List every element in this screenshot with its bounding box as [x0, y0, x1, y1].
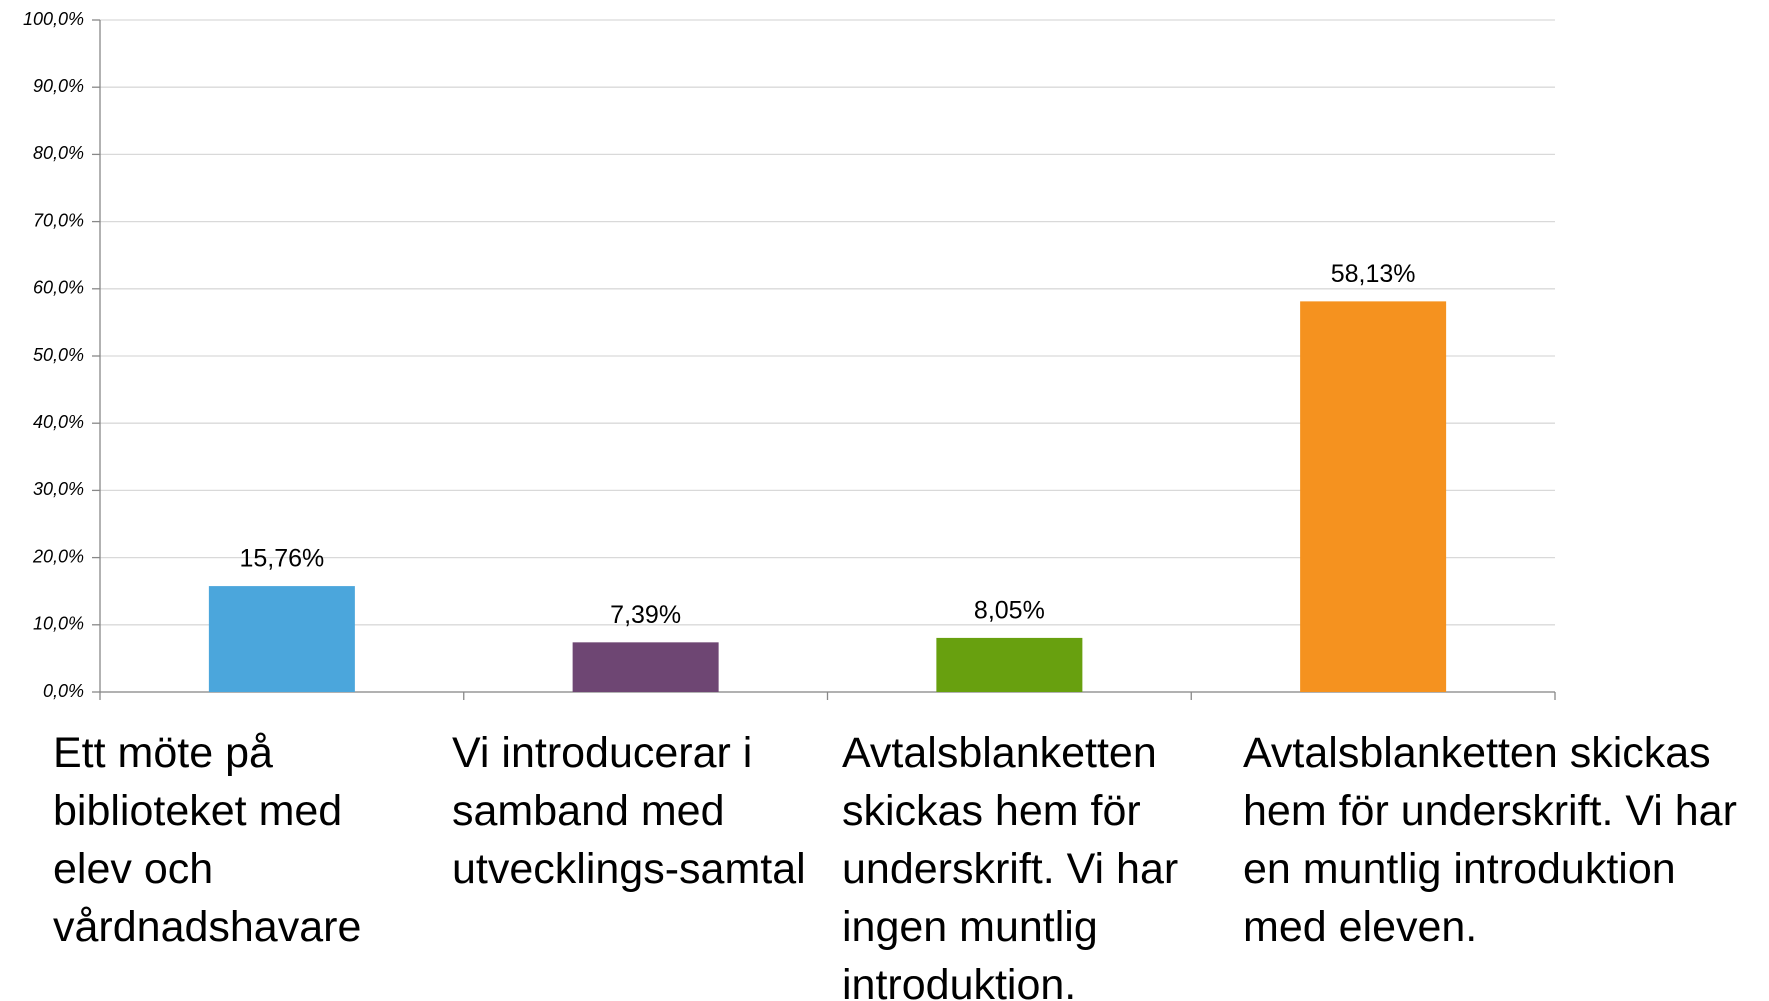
y-tick-label: 0,0% — [43, 681, 84, 701]
y-tick-label: 60,0% — [33, 278, 84, 298]
y-tick-label: 40,0% — [33, 412, 84, 432]
value-label: 58,13% — [1331, 260, 1416, 288]
y-tick-label: 100,0% — [23, 9, 84, 29]
x-tick-label: Avtalsblanketten skickas hem för undersk… — [842, 729, 1179, 1001]
y-tick-label: 70,0% — [33, 210, 84, 230]
value-label: 15,76% — [239, 545, 324, 573]
bar — [208, 586, 355, 692]
bar — [1300, 301, 1447, 692]
y-tick-label: 30,0% — [33, 479, 84, 499]
bar — [572, 642, 719, 692]
value-label: 8,05% — [974, 597, 1045, 625]
x-tick-label: Ett möte på biblioteket med elev och vår… — [53, 729, 362, 951]
y-tick-label: 10,0% — [33, 614, 84, 634]
y-tick-label: 50,0% — [33, 345, 84, 365]
y-tick-label: 20,0% — [32, 546, 84, 566]
y-tick-label: 90,0% — [33, 76, 84, 96]
x-tick-label: Avtalsblanketten skickas hem för undersk… — [1243, 729, 1737, 951]
value-label: 7,39% — [610, 601, 681, 629]
y-tick-label: 80,0% — [33, 143, 84, 163]
bar — [936, 637, 1083, 692]
x-tick-label: Vi introducerar i samband med utveckling… — [452, 729, 806, 893]
